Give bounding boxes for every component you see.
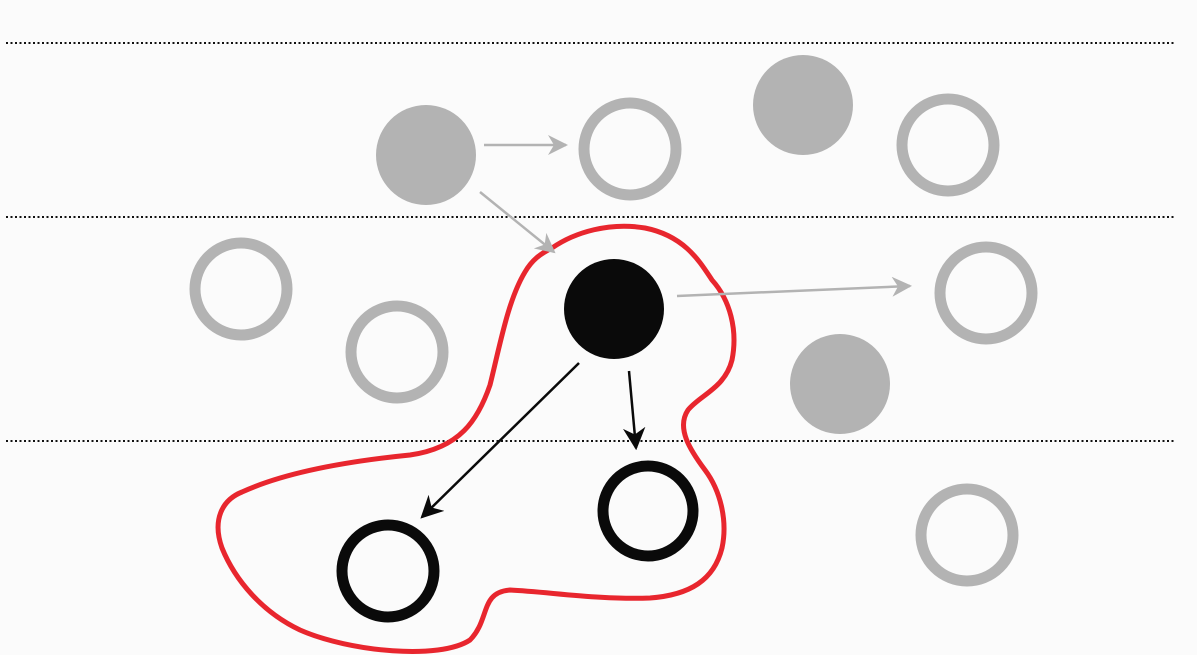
edge-arrow — [622, 370, 646, 451]
hollow-node — [345, 300, 449, 404]
edge-arrow — [479, 191, 556, 254]
edge-arrow — [676, 276, 912, 298]
edge-arrow — [420, 362, 580, 519]
hollow-node — [896, 93, 1000, 197]
filled-node — [753, 55, 853, 155]
hollow-node — [915, 483, 1019, 587]
highlight-region — [215, 223, 737, 654]
hollow-node — [336, 519, 440, 623]
hollow-node — [189, 237, 293, 341]
filled-node — [376, 105, 476, 205]
filled-node — [564, 259, 664, 359]
hollow-node — [934, 241, 1038, 345]
hollow-node — [578, 97, 682, 201]
hollow-node — [597, 460, 699, 562]
filled-node — [790, 334, 890, 434]
